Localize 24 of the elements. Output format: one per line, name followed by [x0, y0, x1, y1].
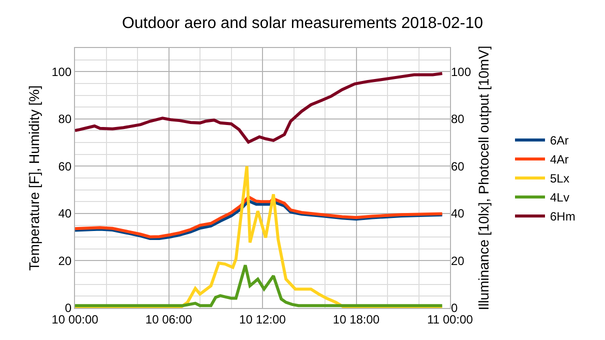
x-tick-label: 10 18:00: [332, 312, 380, 326]
y-tick-label: 100: [52, 64, 72, 79]
legend-label: 4Ar: [550, 152, 569, 167]
y2-tick-label: 20: [451, 254, 465, 268]
y-tick-label: 40: [58, 206, 72, 221]
y2-tick-label: 40: [451, 206, 465, 221]
y-tick-label: 80: [58, 112, 72, 126]
x-tick-label: 10 06:00: [145, 312, 192, 326]
y2-tick-label: 60: [451, 159, 465, 174]
y2-tick-label: 100: [451, 64, 472, 79]
y-tick-label: 60: [58, 159, 72, 174]
x-tick-label: 10 12:00: [239, 312, 286, 326]
legend-label: 6Ar: [550, 134, 569, 148]
y2-tick-label: 80: [451, 112, 465, 126]
line-series: [75, 264, 444, 308]
y-axis-title: Temperature [F], Humidity [%]: [26, 85, 42, 271]
legend-label: 6Hm: [550, 210, 576, 224]
y-tick-label: 20: [58, 254, 72, 268]
legend-label: 4Lv: [550, 190, 570, 205]
chart-title: Outdoor aero and solar measurements 2018-02-10: [122, 15, 484, 32]
y2-axis-title: Illuminance [10lx], Photocell output [10mV]: [476, 46, 492, 310]
line-series: [75, 164, 444, 308]
legend-label: 5Lx: [550, 172, 570, 186]
line-series: [75, 72, 444, 144]
